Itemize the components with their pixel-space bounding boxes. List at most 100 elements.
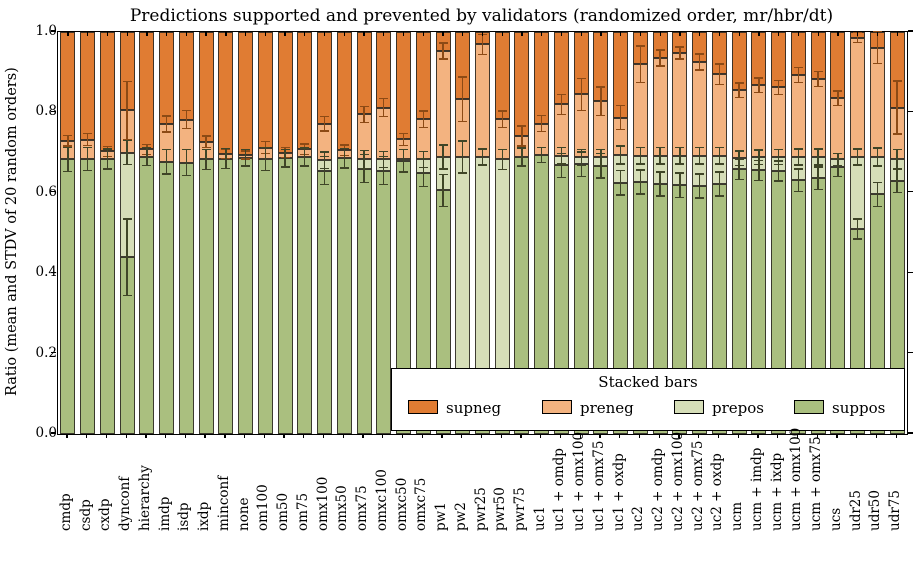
- error-bar-suppos-top-cap: [714, 195, 724, 197]
- x-category-label: cxdp: [97, 498, 114, 531]
- error-bar-suppos-top-cap: [576, 175, 586, 177]
- error-bar-preneg-top: [481, 34, 484, 55]
- error-bar-prepos-top-cap: [813, 164, 823, 166]
- error-bar-preneg-top: [698, 54, 701, 71]
- y-tick-left: [51, 110, 56, 113]
- error-bar-suppos-top-cap: [63, 146, 73, 149]
- x-tick-bottom: [757, 434, 759, 438]
- x-tick-top: [521, 32, 523, 36]
- error-bar-suppos-top-cap: [793, 168, 803, 170]
- error-bar-suppos-top-cap: [241, 149, 251, 151]
- error-bar-suppos-top-cap: [813, 188, 823, 191]
- x-category-label: cmdp: [57, 493, 74, 531]
- x-category-label: omx75: [354, 485, 371, 531]
- error-bar-preneg-top-cap: [201, 146, 211, 149]
- bar-segment-suppos: [218, 158, 234, 434]
- error-bar-suppos-top-cap: [221, 147, 231, 150]
- legend-swatch-preneg: [542, 400, 572, 414]
- error-bar-preneg-top-cap: [892, 80, 902, 82]
- error-bar-prepos-top: [620, 146, 622, 164]
- bar-segment-preneg: [731, 90, 747, 159]
- x-tick-bottom: [520, 434, 522, 438]
- x-tick-top: [797, 32, 800, 36]
- error-bar-prepos-top-cap: [675, 147, 685, 149]
- error-bar-suppos-top-cap: [517, 165, 527, 167]
- error-bar-preneg-top-cap: [556, 113, 566, 116]
- bar-segment-suppos: [178, 162, 194, 434]
- legend-label: suppos: [832, 399, 886, 417]
- error-bar-prepos-top-cap: [695, 163, 705, 165]
- error-bar-prepos-top-cap: [793, 148, 803, 150]
- error-bar-preneg-top-cap: [793, 67, 803, 69]
- x-category-label: hierarchy: [136, 465, 153, 531]
- chart-title: Predictions supported and prevented by v…: [129, 6, 834, 26]
- error-bar-preneg-top: [126, 81, 128, 140]
- error-bar-suppos-top-cap: [872, 205, 882, 208]
- error-bar-preneg-top: [837, 91, 839, 106]
- error-bar-prepos-top-cap: [616, 163, 626, 165]
- error-bar-prepos-top: [639, 147, 642, 164]
- error-bar-prepos-top-cap: [497, 168, 507, 171]
- error-bar-preneg-top-cap: [793, 81, 803, 83]
- bar-segment-suppos: [198, 159, 214, 434]
- error-bar-suppos-top: [185, 149, 188, 176]
- x-tick-bottom: [362, 434, 364, 438]
- x-tick-top: [738, 32, 740, 36]
- error-bar-preneg-top-cap: [63, 145, 73, 147]
- x-tick-bottom: [125, 434, 127, 438]
- bar-segment-suppos: [257, 159, 273, 434]
- error-bar-suppos-top: [758, 160, 760, 181]
- error-bar-suppos-top-cap: [359, 153, 369, 156]
- error-bar-suppos-top-cap: [537, 161, 547, 163]
- error-bar-suppos-top-cap: [833, 175, 843, 177]
- x-tick-bottom: [796, 434, 799, 438]
- legend: Stacked bars supneg preneg prepos suppos: [391, 368, 905, 431]
- error-bar-preneg-top-cap: [300, 143, 310, 145]
- bar-segment-supneg: [514, 32, 530, 137]
- error-bar-prepos-top: [817, 148, 819, 166]
- error-bar-prepos-top-cap: [438, 168, 448, 170]
- error-bar-suppos-top-cap: [734, 178, 744, 181]
- error-bar-prepos-top: [758, 150, 760, 165]
- error-bar-suppos-top-cap: [675, 172, 685, 174]
- error-bar-preneg-top: [797, 67, 800, 83]
- x-category-label: ucm + omx100: [788, 427, 805, 531]
- error-bar-preneg-top-cap: [635, 81, 645, 83]
- error-bar-preneg-top: [422, 111, 424, 128]
- error-bar-suppos-top-cap: [280, 148, 290, 151]
- error-bar-suppos-top: [146, 147, 148, 166]
- error-bar-prepos-top-cap: [833, 152, 843, 155]
- error-bar-suppos-top-cap: [280, 166, 290, 168]
- error-bar-preneg-top-cap: [478, 53, 487, 56]
- error-bar-suppos-top-cap: [774, 180, 784, 182]
- legend-label: preneg: [580, 399, 634, 417]
- bar-segment-prepos: [455, 157, 471, 386]
- bar-segment-supneg: [534, 32, 550, 124]
- error-bar-suppos-top-cap: [320, 184, 330, 186]
- x-tick-top: [541, 32, 543, 36]
- error-bar-suppos-top-cap: [339, 147, 349, 150]
- error-bar-suppos-top: [383, 156, 385, 185]
- error-bar-prepos-top-cap: [438, 144, 448, 146]
- error-bar-preneg-top: [323, 116, 326, 131]
- error-bar-suppos-top: [264, 147, 266, 171]
- x-tick-top: [481, 32, 484, 36]
- x-category-label: udr25: [847, 490, 864, 531]
- bar-segment-preneg: [475, 44, 490, 157]
- error-bar-preneg-top: [896, 81, 898, 135]
- error-bar-suppos-top: [165, 149, 168, 174]
- error-bar-preneg-top-cap: [339, 144, 349, 146]
- bar-segment-preneg: [790, 75, 806, 157]
- error-bar-suppos-top: [304, 148, 306, 166]
- x-category-label: uc2 + omx75: [689, 440, 706, 531]
- error-bar-suppos-top: [620, 170, 622, 195]
- error-bar-suppos-top-cap: [556, 152, 566, 155]
- error-bar-prepos-top: [856, 148, 859, 166]
- x-tick-bottom: [678, 434, 680, 438]
- x-category-label: uc2: [630, 506, 647, 531]
- x-tick-top: [620, 32, 622, 36]
- error-bar-preneg-top-cap: [695, 69, 705, 71]
- error-bar-prepos-top: [679, 147, 681, 164]
- error-bar-suppos-top: [738, 159, 740, 180]
- error-bar-preneg-top: [876, 31, 879, 64]
